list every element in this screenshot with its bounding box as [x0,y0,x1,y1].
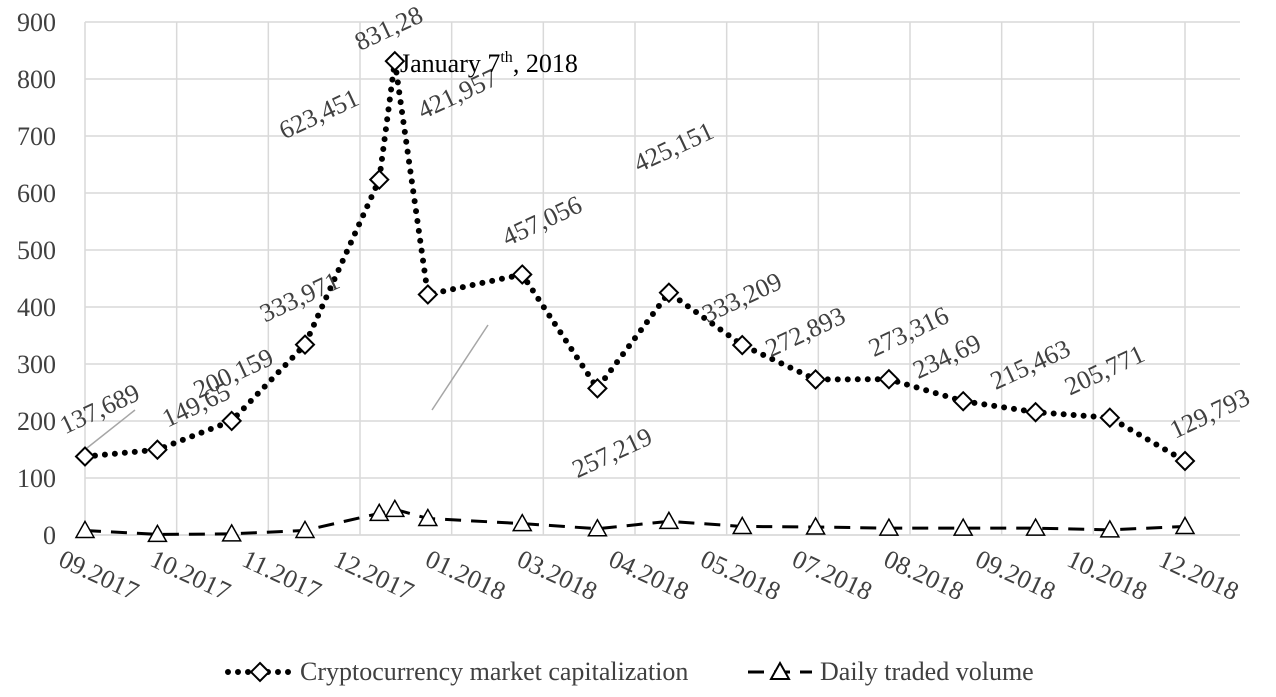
data-label: 205,771 [1060,339,1149,401]
marker [147,523,168,543]
marker [221,410,243,432]
marker [1025,401,1046,423]
marker [417,507,439,527]
x-tick-label: 10.2018 [1063,544,1152,606]
marker [1025,517,1046,536]
x-tick-label: 11.2017 [238,544,326,606]
marker [511,264,533,285]
marker [417,284,439,305]
marker [952,390,974,412]
y-tick-label: 900 [17,8,56,37]
marker [74,519,96,539]
data-label: 137,689 [55,378,144,440]
y-tick-label: 200 [17,407,56,436]
data-label: 333,209 [698,267,787,329]
leader-line [86,409,136,449]
data-label: 272,893 [761,301,850,363]
legend-marker [769,660,791,680]
x-tick-label: 09.2018 [971,544,1060,606]
annotation-text: January 7 [400,49,500,78]
marker [731,334,753,356]
marker [74,446,96,467]
marker [1099,519,1121,538]
marker [878,517,900,536]
legend-label: Cryptocurrency market capitalization [300,657,688,686]
x-tick-label: 12.2018 [1154,544,1243,606]
x-tick-label: 10.2017 [146,544,235,606]
y-tick-label: 400 [17,293,56,322]
data-label: 257,219 [568,422,657,484]
y-tick-label: 100 [17,464,56,493]
data-label: 200,159 [189,342,278,404]
marker [294,519,316,539]
annotation-text: , 2018 [513,49,578,78]
marker [587,377,608,399]
marker [658,282,680,304]
marker [878,368,900,390]
y-tick-label: 800 [17,65,56,94]
marker [805,516,826,535]
x-tick-label: 08.2018 [879,544,968,606]
marker [384,498,406,518]
marker [805,369,826,390]
marker [384,50,406,72]
data-label: 215,463 [986,334,1075,396]
annotation: January 7th, 2018 [400,49,578,78]
x-tick-label: 03.2018 [513,544,602,606]
y-tick-label: 700 [17,122,56,151]
x-tick-label: 05.2018 [696,544,785,606]
marker [1174,450,1196,472]
x-tick-label: 01.2018 [421,544,510,606]
legend-item: Cryptocurrency market capitalization [225,657,688,686]
marker [368,502,390,522]
marker [952,517,974,536]
legend-label: Daily traded volume [820,657,1034,686]
x-tick-label: 09.2017 [54,544,143,606]
marker [658,510,680,530]
marker [294,334,316,356]
marker [368,169,390,191]
marker [1099,407,1121,429]
x-tick-label: 04.2018 [604,544,693,606]
legend-item: Daily traded volume [748,657,1034,686]
y-tick-label: 500 [17,236,56,265]
marker [147,439,168,461]
x-tick-label: 12.2017 [329,544,418,606]
y-tick-label: 0 [43,521,56,550]
data-label: 129,793 [1165,382,1254,444]
marker [511,513,533,532]
annotation-sup: th [500,49,512,66]
leader-line [431,324,489,411]
data-label: 457,056 [498,190,587,252]
marker [731,515,753,535]
legend-marker [249,661,271,683]
series-line [84,507,1186,536]
data-label: 425,151 [629,116,718,178]
y-tick-label: 600 [17,179,56,208]
grid [84,21,1240,536]
marker [221,523,242,542]
y-tick-label: 300 [17,350,56,379]
marker [587,518,608,537]
x-tick-label: 07.2018 [788,544,877,606]
marker [1174,515,1196,535]
